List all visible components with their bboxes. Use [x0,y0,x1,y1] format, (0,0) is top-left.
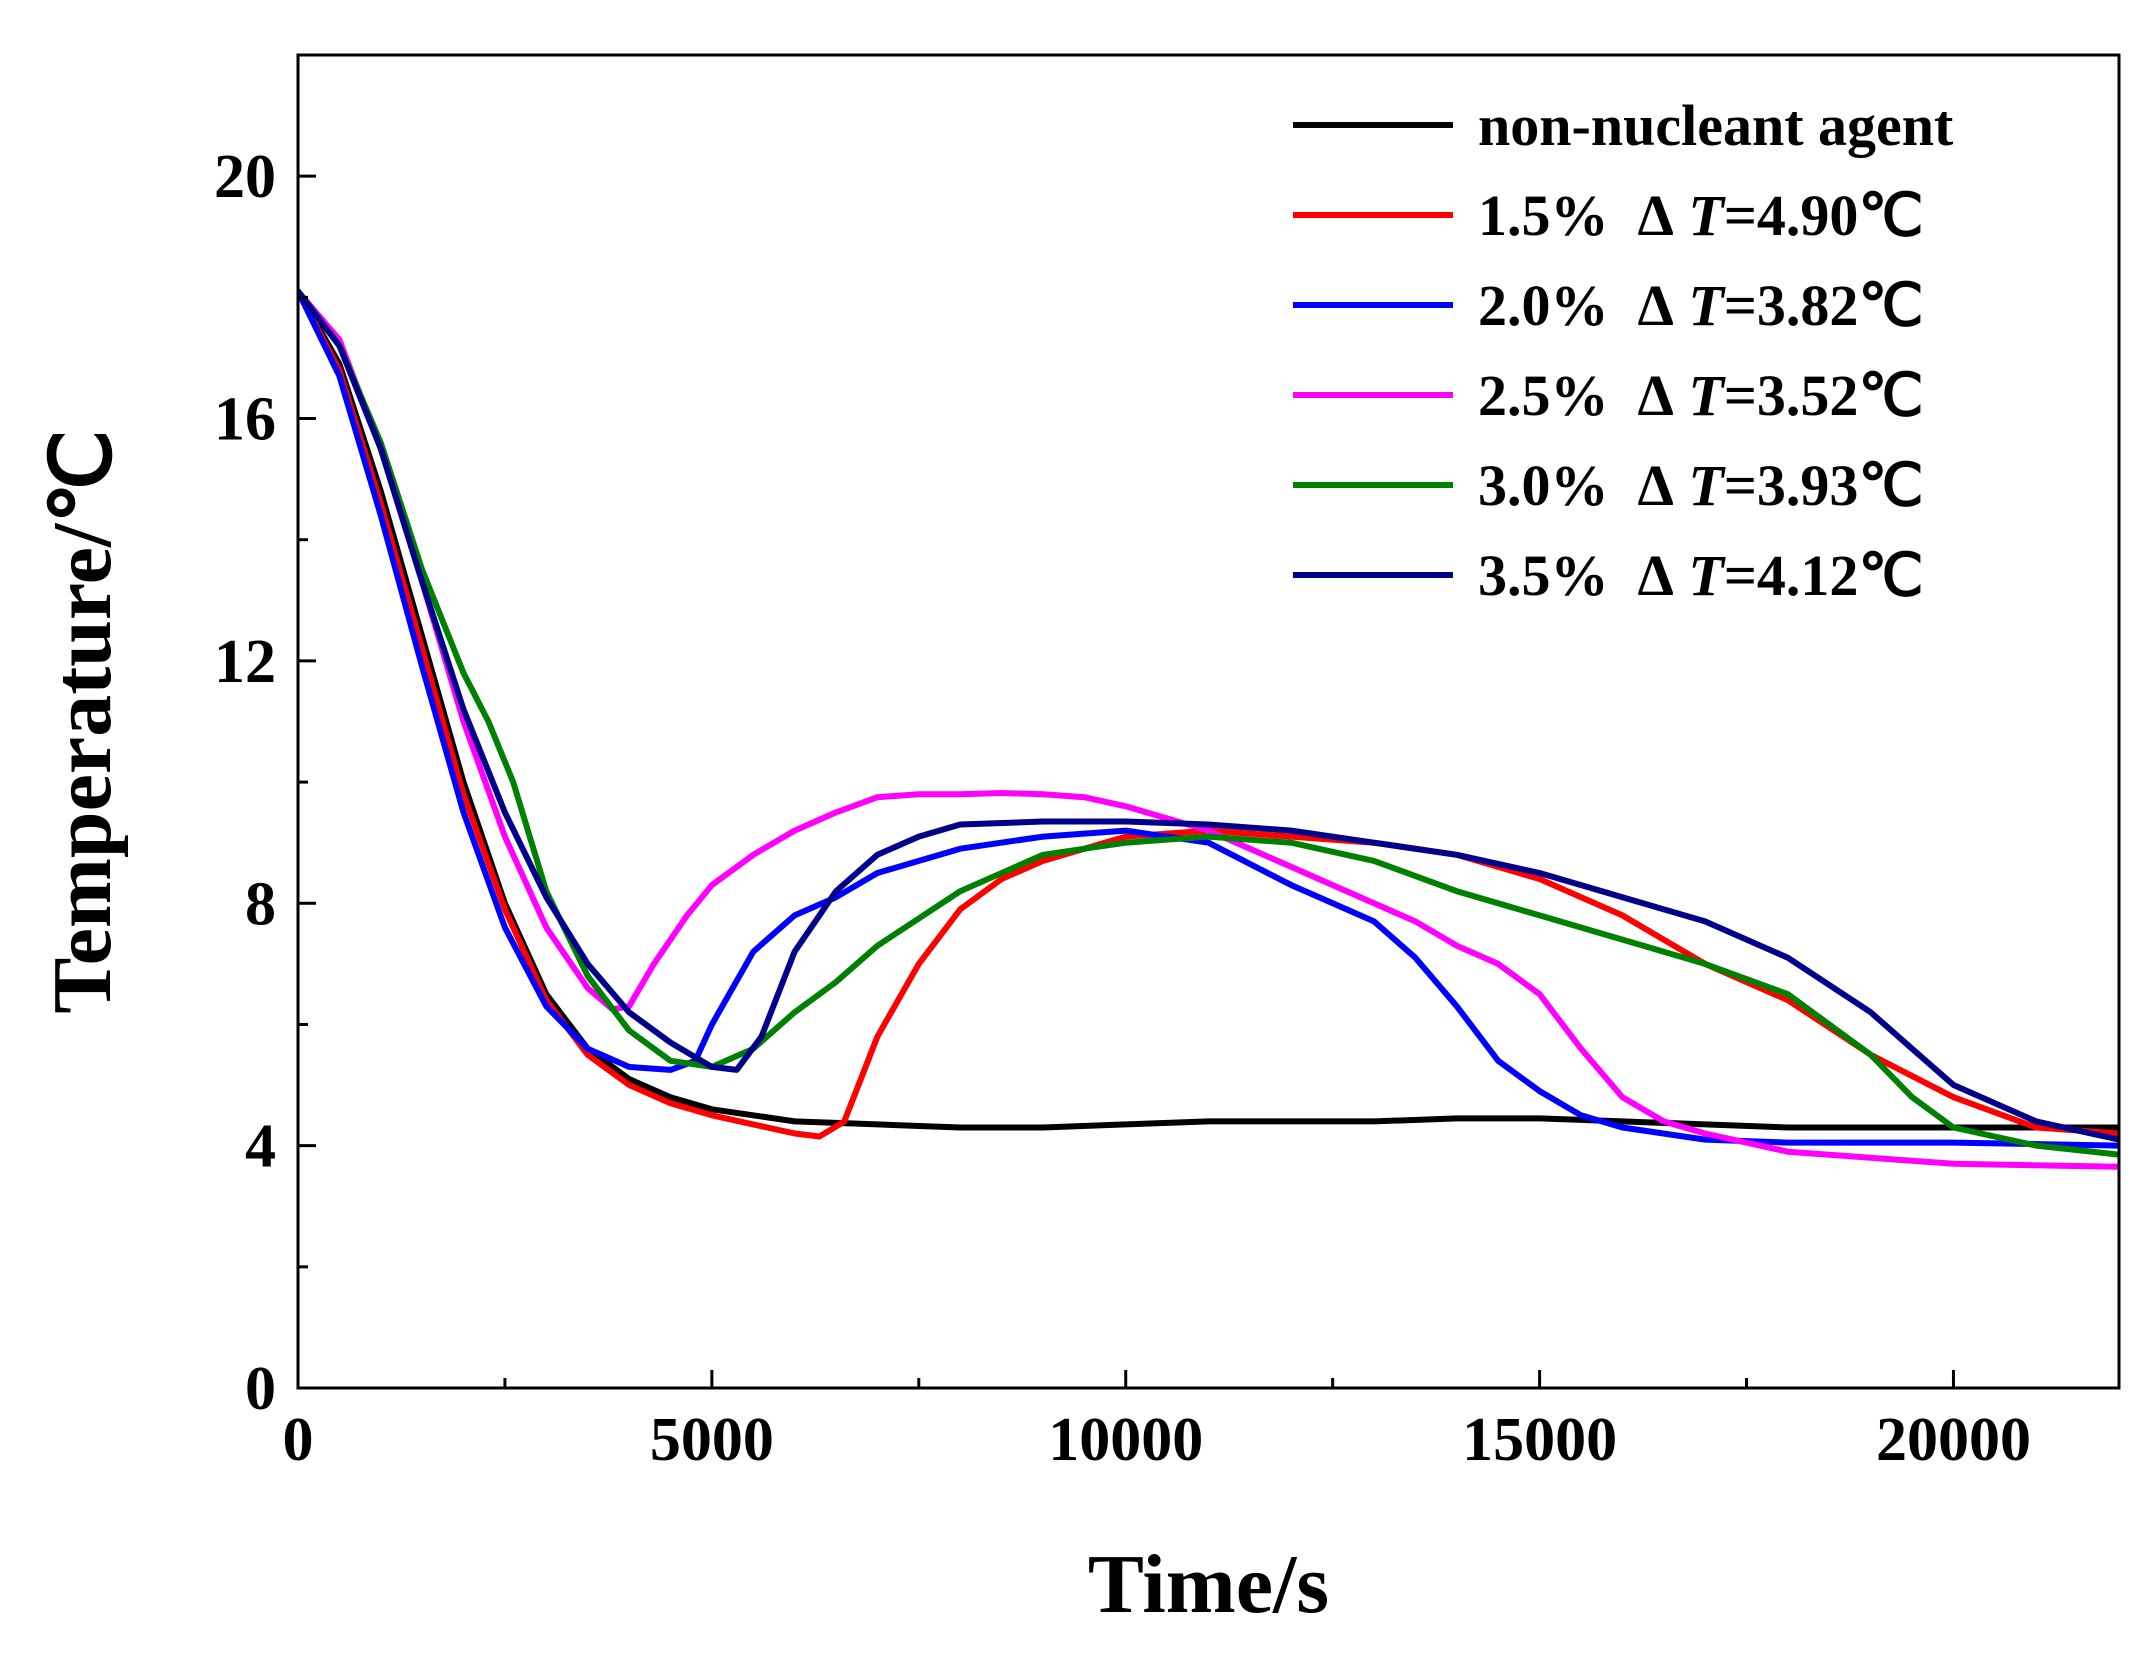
x-tick-label-4: 20000 [1876,1406,2031,1474]
x-tick-label-0: 0 [283,1406,314,1474]
x-axis-title: Time/s [1088,1538,1329,1631]
y-axis-title: Temperature/℃ [36,429,129,1013]
legend-label-0: non-nucleant agent [1478,93,1954,158]
series-line-3 [298,288,2119,1170]
tick-labels-layer: 0 5000 10000 15000 20000 0 4 8 12 16 20 [214,143,2031,1474]
legend-label-1: 1.5% Δ T=4.90℃ [1478,183,1924,248]
series-line-2 [298,288,2119,1149]
series-line-4 [298,288,2119,1158]
x-tick-label-3: 15000 [1462,1406,1617,1474]
plot-frame [296,53,2121,1390]
legend-label-2: 2.0% Δ T=3.82℃ [1478,273,1924,338]
legend: non-nucleant agent 1.5% Δ T=4.90℃ 2.0% Δ T… [1293,93,1954,608]
x-tick-label-2: 10000 [1048,1406,1203,1474]
legend-label-4: 3.0% Δ T=3.93℃ [1478,453,1924,518]
y-tick-label-2: 8 [245,870,276,938]
y-tick-label-3: 12 [214,628,276,696]
legend-label-5: 3.5% Δ T=4.12℃ [1478,543,1924,608]
y-tick-label-1: 4 [245,1113,276,1181]
legend-label-3: 2.5% Δ T=3.52℃ [1478,363,1924,428]
series-layer [298,288,2119,1170]
y-tick-label-5: 20 [214,143,276,211]
y-tick-label-4: 16 [214,386,276,454]
x-tick-label-1: 5000 [650,1406,774,1474]
series-line-5 [298,288,2119,1143]
ticks-layer [296,174,1955,1390]
series-line-1 [298,288,2119,1140]
y-tick-label-0: 0 [245,1355,276,1423]
